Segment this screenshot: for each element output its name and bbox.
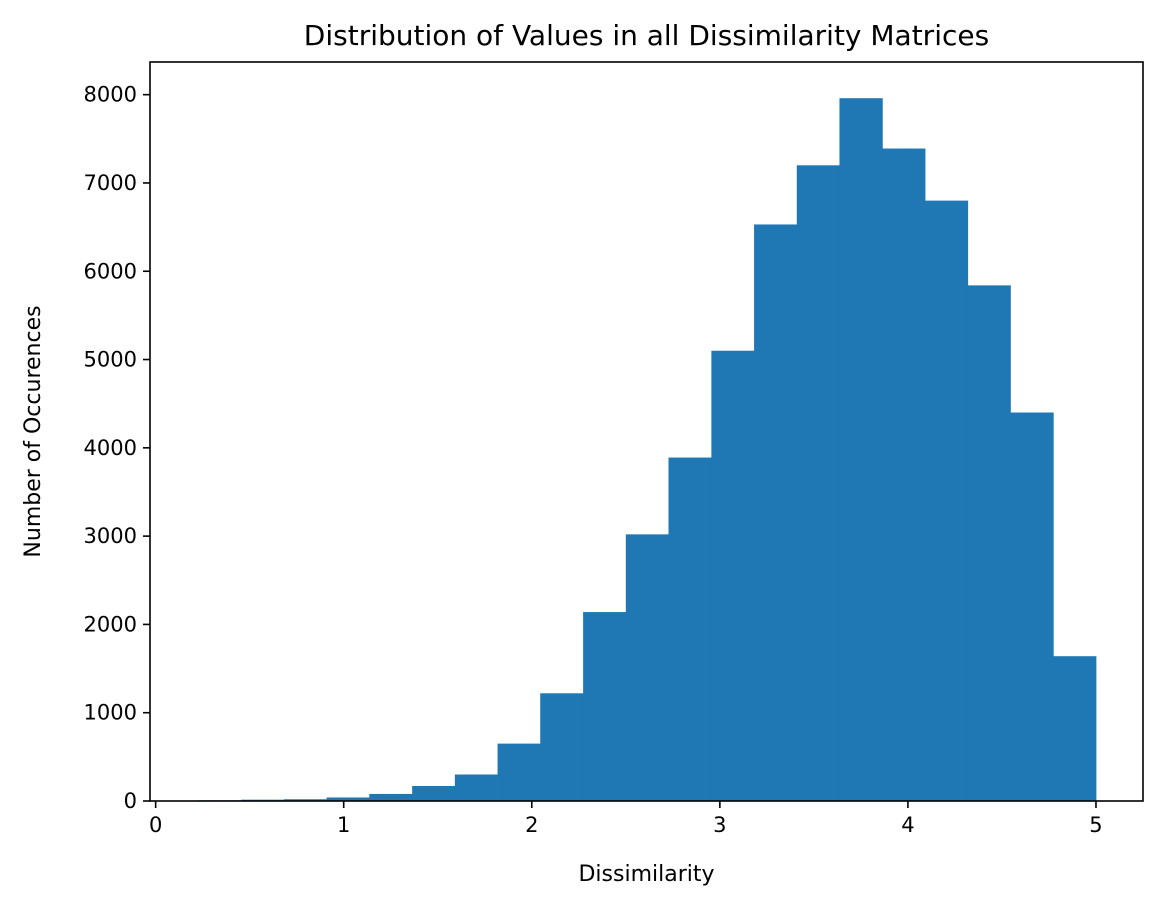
histogram-bar [497, 743, 541, 801]
histogram-bar [754, 224, 798, 801]
ticks-layer: 0 1 2 3 4 5 0 1000 2000 3000 4000 5000 6000 7000 8000 [84, 83, 1103, 837]
histogram-bar [625, 534, 669, 801]
x-tick-label: 4 [901, 813, 914, 837]
histogram-bar [412, 785, 456, 801]
x-tick-label: 1 [337, 813, 350, 837]
chart-title: Distribution of Values in all Dissimilar… [304, 19, 989, 52]
y-axis-label: Number of Occurences [21, 305, 46, 557]
x-tick-label: 5 [1089, 813, 1102, 837]
histogram-bar [711, 350, 755, 801]
histogram-bar [540, 693, 584, 801]
histogram-bar [839, 98, 883, 801]
histogram-bar [668, 457, 712, 801]
histogram-bar [583, 612, 627, 801]
y-tick-label: 3000 [84, 524, 137, 548]
y-tick-label: 8000 [84, 83, 137, 107]
plot-frame [149, 61, 1144, 802]
histogram-bar [369, 793, 413, 801]
x-tick-label: 2 [525, 813, 538, 837]
y-tick-label: 2000 [84, 612, 137, 636]
x-axis-label: Dissimilarity [578, 862, 714, 887]
histogram-bar [326, 797, 370, 801]
y-tick-label: 0 [124, 789, 137, 813]
histogram-bar [283, 799, 327, 801]
y-tick-label: 6000 [84, 259, 137, 283]
bars-layer [155, 98, 1097, 802]
histogram-bar [1053, 656, 1097, 801]
y-tick-label: 1000 [84, 701, 137, 725]
histogram-bar [882, 148, 926, 801]
histogram-bar [1010, 412, 1054, 801]
histogram-bar [967, 285, 1011, 801]
histogram-bar [454, 774, 498, 801]
y-tick-label: 7000 [84, 171, 137, 195]
x-tick-label: 0 [149, 813, 162, 837]
histogram-bar [796, 165, 840, 802]
y-tick-label: 4000 [84, 436, 137, 460]
histogram-bar [925, 200, 969, 801]
y-tick-label: 5000 [84, 348, 137, 372]
x-tick-label: 3 [713, 813, 726, 837]
